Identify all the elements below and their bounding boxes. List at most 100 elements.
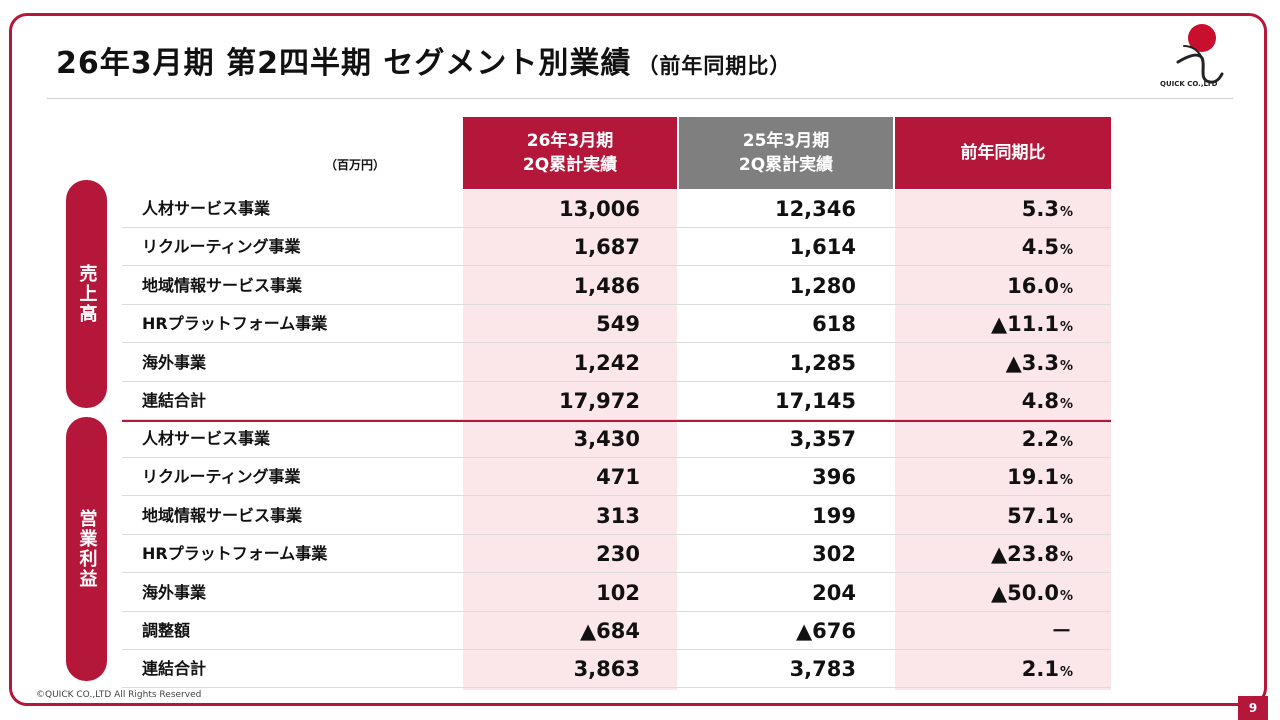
copyright: ©QUICK CO.,LTD All Rights Reserved xyxy=(36,690,202,700)
yoy-value: 19.1% xyxy=(895,458,1073,496)
table-row: 地域情報サービス事業 313 199 57.1% xyxy=(122,497,1111,535)
yoy-unit: % xyxy=(1059,473,1073,489)
yoy-value: 57.1% xyxy=(895,497,1073,535)
table-row: 海外事業 1,242 1,285 ▲3.3% xyxy=(122,344,1111,382)
yoy-unit: % xyxy=(1059,205,1073,220)
segment-name: 海外事業 xyxy=(142,352,207,372)
yoy-value: ▲50.0% xyxy=(895,574,1073,612)
slide-title: 26年3月期 第2四半期 セグメント別業績 （前年同期比） xyxy=(56,38,791,82)
segment-name: 調整額 xyxy=(142,621,191,640)
header-line1: 25年3月期 xyxy=(742,131,830,151)
yoy-number: 5.3 xyxy=(1021,197,1059,221)
table-row: リクルーティング事業 1,687 1,614 4.5% xyxy=(122,228,1111,267)
yoy-value: 4.8% xyxy=(895,382,1073,420)
current-value: 3,863 xyxy=(573,657,640,682)
segment-name: 地域情報サービス事業 xyxy=(142,275,303,295)
previous-value: 3,357 xyxy=(789,427,856,451)
previous-value: 17,145 xyxy=(774,389,856,413)
yoy-unit: % xyxy=(1059,435,1073,450)
yoy-number: － xyxy=(1051,619,1072,643)
current-value: 13,006 xyxy=(558,197,640,221)
current-value: 549 xyxy=(596,312,640,337)
yoy-number: 19.1 xyxy=(1007,465,1059,490)
yoy-value: 2.2% xyxy=(895,420,1073,458)
previous-value: 1,285 xyxy=(789,350,856,375)
yoy-value: 4.5% xyxy=(895,228,1073,266)
logo-text: QUICK CO.,LTD xyxy=(1160,80,1218,88)
yoy-unit: % xyxy=(1059,320,1073,336)
yoy-unit: % xyxy=(1059,243,1073,259)
section-divider xyxy=(122,420,1111,422)
previous-value: 1,614 xyxy=(789,235,856,260)
previous-value: 204 xyxy=(812,580,856,605)
current-value: 1,687 xyxy=(573,235,640,260)
current-value: 102 xyxy=(596,580,640,605)
title-main: 26年3月期 第2四半期 セグメント別業績 xyxy=(56,46,632,81)
yoy-number: 57.1 xyxy=(1007,503,1059,528)
yoy-value: 5.3% xyxy=(895,190,1073,228)
section-label-sales: 売上高 xyxy=(66,180,107,408)
table-row: HRプラットフォーム事業 230 302 ▲23.8% xyxy=(122,535,1111,574)
segment-name: 海外事業 xyxy=(142,582,207,602)
table-row: HRプラットフォーム事業 549 618 ▲11.1% xyxy=(122,305,1111,344)
yoy-unit: % xyxy=(1059,358,1073,374)
yoy-value: － xyxy=(895,612,1073,650)
current-value: 230 xyxy=(596,542,640,567)
current-value: 471 xyxy=(596,465,640,490)
segment-name: 連結合計 xyxy=(142,391,207,410)
yoy-value: ▲3.3% xyxy=(895,344,1073,382)
header-previous-period: 25年3月期 2Q累計実績 xyxy=(679,117,893,189)
segment-name: HRプラットフォーム事業 xyxy=(142,544,328,564)
header-line1: 26年3月期 xyxy=(526,131,614,151)
table-row: 調整額 ▲684 ▲676 － xyxy=(122,612,1111,650)
quick-logo-icon xyxy=(1176,24,1224,84)
segment-name: 連結合計 xyxy=(142,659,207,679)
yoy-value: ▲11.1% xyxy=(895,305,1073,343)
page-number: 9 xyxy=(1238,696,1268,720)
table-row: 人材サービス事業 13,006 12,346 5.3% xyxy=(122,190,1111,228)
segment-name: リクルーティング事業 xyxy=(142,467,301,487)
segment-name: HRプラットフォーム事業 xyxy=(142,314,328,334)
current-value: 3,430 xyxy=(573,427,640,451)
current-value: ▲684 xyxy=(580,619,640,643)
yoy-unit: % xyxy=(1059,550,1073,566)
yoy-unit: % xyxy=(1059,511,1073,527)
previous-value: ▲676 xyxy=(796,619,856,643)
header-line1: 前年同期比 xyxy=(960,143,1046,163)
yoy-number: 16.0 xyxy=(1007,273,1059,298)
current-value: 313 xyxy=(596,503,640,528)
yoy-unit: % xyxy=(1059,281,1073,297)
table-row: 地域情報サービス事業 1,486 1,280 16.0% xyxy=(122,267,1111,305)
table-row: 連結合計 3,863 3,783 2.1% xyxy=(122,650,1111,689)
yoy-number: ▲23.8 xyxy=(991,542,1059,567)
yoy-column-fill xyxy=(895,190,1111,690)
previous-value: 3,783 xyxy=(789,657,856,682)
current-value: 1,242 xyxy=(573,350,640,375)
current-value: 17,972 xyxy=(558,389,640,413)
header-line2: 2Q累計実績 xyxy=(522,155,618,175)
table-row: 海外事業 102 204 ▲50.0% xyxy=(122,574,1111,612)
section-label-operating-profit: 営業利益 xyxy=(66,417,107,681)
segment-name: リクルーティング事業 xyxy=(142,237,301,257)
current-column-fill xyxy=(463,190,677,690)
table-row: 連結合計 17,972 17,145 4.8% xyxy=(122,382,1111,420)
previous-value: 302 xyxy=(812,542,856,567)
title-divider xyxy=(47,98,1233,99)
title-sub: （前年同期比） xyxy=(637,54,792,78)
segment-name: 地域情報サービス事業 xyxy=(142,505,303,525)
yoy-number: ▲11.1 xyxy=(991,312,1059,337)
previous-value: 1,280 xyxy=(789,273,856,298)
current-value: 1,486 xyxy=(573,273,640,298)
unit-label: （百万円） xyxy=(325,158,386,172)
table-row: 人材サービス事業 3,430 3,357 2.2% xyxy=(122,420,1111,458)
yoy-number: 2.1 xyxy=(1021,657,1059,682)
header-current-period: 26年3月期 2Q累計実績 xyxy=(463,117,677,189)
yoy-unit: % xyxy=(1059,665,1073,681)
yoy-value: ▲23.8% xyxy=(895,535,1073,573)
yoy-number: 4.5 xyxy=(1021,235,1059,260)
yoy-value: 2.1% xyxy=(895,650,1073,688)
header-line2: 2Q累計実績 xyxy=(738,155,834,175)
yoy-unit: % xyxy=(1059,588,1073,604)
yoy-number: 4.8 xyxy=(1021,389,1059,413)
previous-value: 618 xyxy=(812,312,856,337)
